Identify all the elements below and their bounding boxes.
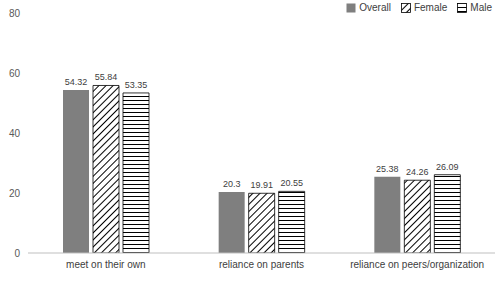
svg-text:53.35: 53.35 <box>125 80 148 90</box>
svg-text:20.3: 20.3 <box>223 179 241 189</box>
svg-text:reliance on parents: reliance on parents <box>219 259 304 270</box>
svg-text:25.38: 25.38 <box>376 164 399 174</box>
svg-text:40: 40 <box>9 128 21 139</box>
svg-text:55.84: 55.84 <box>95 72 118 82</box>
svg-text:20.55: 20.55 <box>280 178 303 188</box>
svg-text:reliance on peers/organization: reliance on peers/organization <box>350 259 484 270</box>
html-text:Female: Female <box>414 2 448 13</box>
svg-text:54.32: 54.32 <box>65 77 88 87</box>
svg-text:60: 60 <box>9 68 21 79</box>
svg-text:meet on their own: meet on their own <box>66 259 146 270</box>
svg-text:0: 0 <box>14 248 20 259</box>
html-text:Male: Male <box>470 2 492 13</box>
html-text:Overall: Overall <box>359 2 391 13</box>
svg-text:19.91: 19.91 <box>250 180 273 190</box>
svg-text:26.09: 26.09 <box>436 162 459 172</box>
svg-text:80: 80 <box>9 8 21 19</box>
svg-text:20: 20 <box>9 188 21 199</box>
svg-text:24.26: 24.26 <box>406 167 429 177</box>
